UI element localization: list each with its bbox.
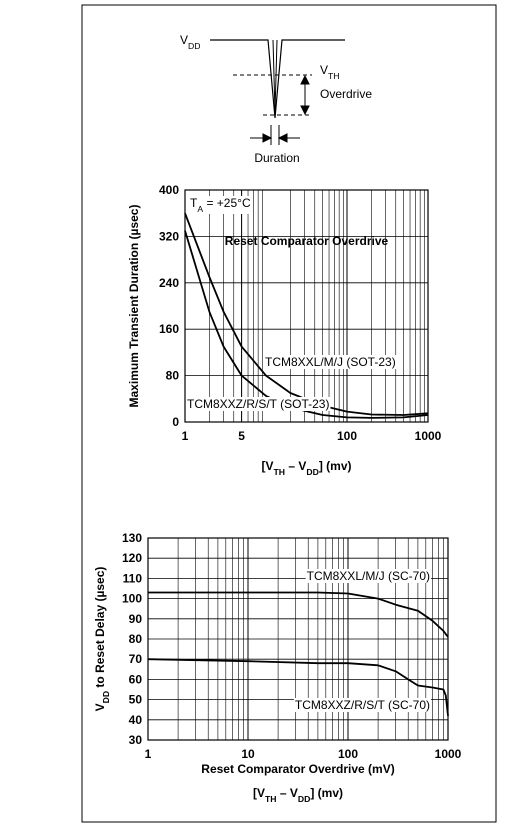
x-axis-label: Reset Comparator Overdrive (mV) [201,762,394,776]
y-tick-label: 80 [129,632,143,646]
arrowheads [262,133,288,143]
y-tick-label: 50 [129,693,143,707]
y-tick-label: 30 [129,733,143,747]
x-tick-label: 1 [145,747,152,761]
x-axis-label-2-part: – V [277,786,298,800]
annotation-part: A [197,204,203,214]
plot-frame [184,189,429,423]
vdd-label: VDD [180,33,200,51]
label-bg [264,355,397,369]
x-tick-label: 5 [238,429,245,443]
x-tick-label: 100 [338,747,358,761]
x-tick-label: 1 [182,429,189,443]
series-label: TCM8XXZ/R/S/T (SC-70) [295,698,430,712]
annotation-part: = +25°C [203,196,251,210]
y-axis-label-part: V [93,703,107,711]
y-axis-label-part: Maximum Transient Duration (µsec) [127,205,141,408]
y-axis-label: Maximum Transient Duration (µsec) [127,205,141,408]
series-line [184,230,429,419]
y-tick-label: 80 [166,369,180,383]
series-line [184,212,429,416]
vth-label-part: TH [328,71,340,81]
y-tick-label: 120 [122,551,142,565]
y-tick-label: 130 [122,531,142,545]
x-tick-label: 1000 [435,747,462,761]
y-tick-label: 60 [129,672,143,686]
x-axis-label-2-part: TH [274,467,286,477]
x-tick-label: 1000 [415,429,442,443]
plot-frame [147,537,449,741]
annotation: TA = +25°C [190,196,251,214]
x-axis-label-2-part: [V [262,459,274,473]
series-line [147,658,449,716]
label-bg [189,196,252,214]
x-axis-label-2-part: TH [265,794,277,804]
x-axis-label-2-part: [V [253,786,265,800]
x-axis-label-2: [VTH – VDD] (mv) [253,786,343,804]
vdd-waveform-inner [272,39,278,113]
y-axis-label-part: DD [101,691,111,703]
series-line [148,591,449,638]
x-axis-label-2-part: ] (mv) [310,786,343,800]
annotation-part: T [190,196,198,210]
vdd-waveform [210,39,345,119]
x-axis-label-2-part: – V [285,459,306,473]
series-label: TCM8XXL/M/J (SOT-23) [265,355,396,369]
frame [81,4,497,823]
x-tick-label: 10 [241,747,255,761]
duration-label: Duration [254,151,299,165]
y-axis-label-part: to Reset Delay (µsec) [93,567,107,691]
y-tick-label: 400 [159,183,179,197]
vdd-label-part: V [180,33,188,47]
vth-label: VTH [320,63,340,81]
overdrive-label: Overdrive [320,87,372,101]
y-tick-label: 100 [122,592,142,606]
x-axis-label-2: [VTH – VDD] (mv) [262,459,352,477]
series-label: TCM8XXZ/R/S/T (SOT-23) [187,397,329,411]
label-bg [305,569,431,583]
y-axis-label: VDD to Reset Delay (µsec) [93,567,111,712]
x-axis-label-2-part: DD [298,794,310,804]
y-tick-label: 110 [123,571,143,585]
y-tick-label: 240 [159,276,179,290]
y-tick-label: 160 [159,322,179,336]
y-tick-label: 90 [129,612,143,626]
x-axis-label-2-part: DD [306,467,318,477]
vth-label-part: V [320,63,328,77]
x-axis-label-2-part: ] (mv) [319,459,352,473]
y-tick-label: 70 [129,652,143,666]
arrowheads [300,74,310,116]
vdd-label-part: DD [188,41,200,51]
x-axis-label: Reset Comparator Overdrive [225,234,389,248]
y-tick-label: 0 [172,415,179,429]
y-tick-label: 320 [159,229,179,243]
x-tick-label: 100 [337,429,357,443]
series-label: TCM8XXL/M/J (SC-70) [307,569,430,583]
label-bg [186,397,331,411]
y-tick-label: 40 [129,713,143,727]
diagram [210,39,345,145]
label-bg [293,698,431,712]
